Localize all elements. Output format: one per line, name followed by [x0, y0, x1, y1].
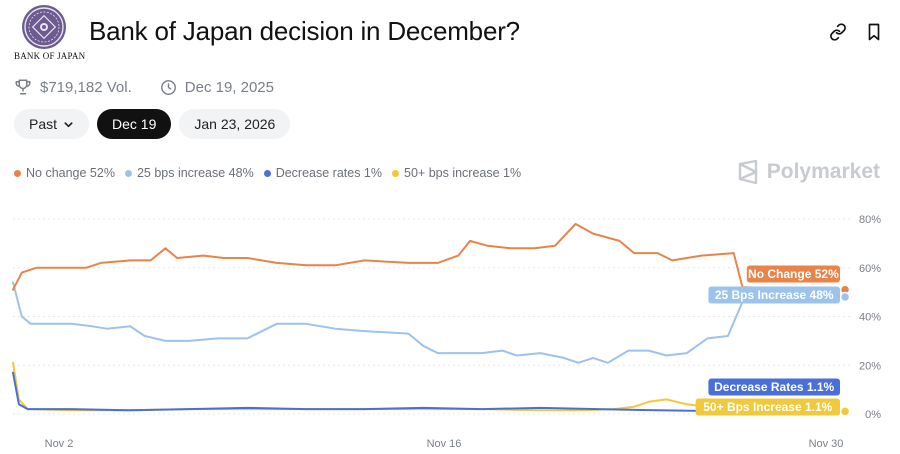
date-pill-dec-19[interactable]: Dec 19: [97, 109, 172, 139]
date-selector: Past Dec 19 Jan 23, 2026: [14, 109, 291, 139]
legend-item-decrease: Decrease rates 1%: [263, 166, 382, 180]
end-label-bg: [746, 265, 840, 283]
series-end-label: 25 Bps Increase 48%: [715, 288, 834, 302]
bookmark-icon[interactable]: [864, 22, 884, 42]
volume-text: $719,182 Vol.: [40, 78, 132, 96]
clock-icon: [160, 79, 176, 95]
legend-item-no-change: No change 52%: [14, 166, 115, 180]
header-actions: [828, 22, 884, 42]
end-label-bg: [708, 286, 840, 304]
series-line-25-bps-increase: [12, 281, 847, 364]
polymarket-logo-icon: [738, 160, 757, 184]
link-icon[interactable]: [828, 22, 848, 42]
x-tick-label: Nov 16: [427, 438, 462, 450]
brand-name: Polymarket: [766, 160, 880, 183]
chart-legend: No change 52% 25 bps increase 48% Decrea…: [14, 166, 521, 180]
chevron-down-icon: [64, 121, 73, 127]
series-end-dot: [839, 406, 851, 417]
page-title: Bank of Japan decision in December?: [89, 16, 520, 46]
date-pill-jan-23-2026[interactable]: Jan 23, 2026: [179, 109, 291, 139]
chart-svg: 0% 20% 40% 60% 80% Nov 2 Nov 16 Nov 30 No Change…: [12, 214, 881, 450]
past-label: Past: [29, 116, 58, 132]
market-meta: $719,182 Vol. Dec 19, 2025: [14, 78, 274, 96]
y-tick-label: 0%: [865, 409, 881, 421]
series-end-dot: [839, 291, 851, 303]
bank-of-japan-logo: BANK OF JAPAN: [14, 4, 86, 64]
end-label-bg: [708, 378, 840, 396]
probability-chart: 0% 20% 40% 60% 80% Nov 2 Nov 16 Nov 30 No Change…: [0, 200, 900, 454]
series-end-label: Decrease Rates 1.1%: [714, 380, 834, 394]
trophy-icon: [15, 79, 31, 95]
series-end-label: No Change 52%: [748, 267, 839, 281]
series-line-no-change: [12, 222, 847, 291]
y-tick-label: 20%: [859, 360, 881, 372]
polymarket-watermark: Polymarket: [737, 160, 880, 184]
bank-of-japan-seal-icon: [22, 5, 66, 49]
legend-item-25-bps: 25 bps increase 48%: [124, 166, 254, 180]
y-tick-label: 60%: [859, 263, 881, 275]
y-tick-label: 80%: [859, 214, 881, 226]
x-tick-label: Nov 30: [809, 438, 844, 450]
series-line-decrease-rates: [12, 371, 847, 413]
y-tick-label: 40%: [859, 312, 881, 324]
x-tick-label: Nov 2: [45, 438, 74, 450]
end-date-text: Dec 19, 2025: [184, 78, 274, 96]
past-dropdown[interactable]: Past: [14, 109, 90, 139]
logo-text: BANK OF JAPAN: [14, 51, 86, 61]
series-end-label: 50+ Bps Increase 1.1%: [703, 400, 832, 414]
legend-item-50-bps: 50+ bps increase 1%: [392, 166, 521, 180]
end-label-bg: [695, 398, 840, 416]
